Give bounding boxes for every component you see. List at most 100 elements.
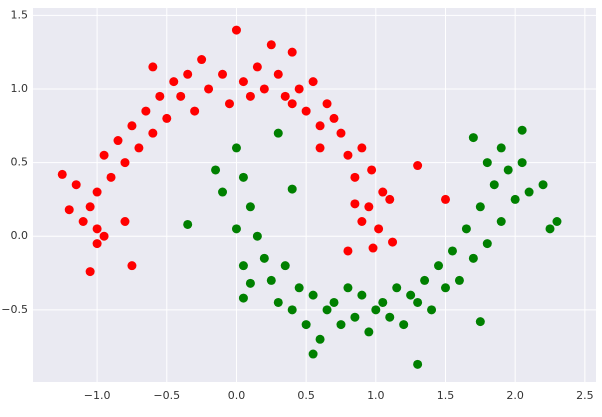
point bbox=[113, 136, 123, 146]
point bbox=[218, 187, 228, 197]
point bbox=[78, 217, 88, 227]
point bbox=[552, 217, 562, 227]
point bbox=[231, 143, 241, 153]
point bbox=[367, 165, 377, 175]
x-tick-label: 0.5 bbox=[297, 389, 315, 402]
point bbox=[301, 106, 311, 116]
point bbox=[64, 205, 74, 215]
point bbox=[440, 194, 450, 204]
point bbox=[99, 150, 109, 160]
point bbox=[315, 143, 325, 153]
point bbox=[371, 305, 381, 315]
point bbox=[92, 187, 102, 197]
x-tick-label: −1.0 bbox=[84, 389, 111, 402]
point bbox=[287, 184, 297, 194]
point bbox=[350, 172, 360, 182]
point bbox=[99, 231, 109, 241]
point bbox=[454, 275, 464, 285]
point bbox=[294, 84, 304, 94]
point bbox=[413, 359, 423, 369]
point bbox=[350, 199, 360, 209]
x-tick-label: 1.5 bbox=[437, 389, 455, 402]
plot-background bbox=[33, 8, 596, 382]
point bbox=[266, 275, 276, 285]
point bbox=[374, 224, 384, 234]
point bbox=[517, 158, 527, 168]
point bbox=[148, 128, 158, 138]
point bbox=[517, 125, 527, 135]
point bbox=[176, 91, 186, 101]
point bbox=[224, 99, 234, 109]
point bbox=[385, 194, 395, 204]
point bbox=[357, 217, 367, 227]
point bbox=[85, 202, 95, 212]
point bbox=[357, 143, 367, 153]
y-tick-label: −0.5 bbox=[1, 303, 28, 316]
point bbox=[427, 305, 437, 315]
point bbox=[238, 172, 248, 182]
point bbox=[336, 128, 346, 138]
point bbox=[329, 113, 339, 123]
point bbox=[287, 47, 297, 57]
point bbox=[238, 77, 248, 87]
point bbox=[468, 133, 478, 143]
y-tick-label: 1.5 bbox=[11, 8, 29, 21]
x-tick-label: 2.0 bbox=[506, 389, 524, 402]
point bbox=[413, 297, 423, 307]
point bbox=[315, 121, 325, 131]
x-tick-label: −0.5 bbox=[153, 389, 180, 402]
point bbox=[245, 91, 255, 101]
point bbox=[106, 172, 116, 182]
point bbox=[524, 187, 534, 197]
point bbox=[496, 143, 506, 153]
point bbox=[406, 290, 416, 300]
point bbox=[183, 69, 193, 79]
point bbox=[538, 180, 548, 190]
point bbox=[378, 297, 388, 307]
point bbox=[329, 297, 339, 307]
point bbox=[190, 106, 200, 116]
point bbox=[231, 224, 241, 234]
point bbox=[294, 283, 304, 293]
point bbox=[252, 62, 262, 72]
point bbox=[148, 62, 158, 72]
point bbox=[503, 165, 513, 175]
point bbox=[468, 253, 478, 263]
point bbox=[162, 113, 172, 123]
x-tick-label: 2.5 bbox=[576, 389, 594, 402]
point bbox=[127, 261, 137, 271]
point bbox=[252, 231, 262, 241]
point bbox=[218, 69, 228, 79]
point bbox=[127, 121, 137, 131]
point bbox=[183, 219, 193, 229]
point bbox=[392, 283, 402, 293]
point bbox=[259, 84, 269, 94]
x-tick-label: 0.0 bbox=[228, 389, 246, 402]
point bbox=[238, 293, 248, 303]
point bbox=[273, 128, 283, 138]
point bbox=[308, 349, 318, 359]
point bbox=[496, 217, 506, 227]
point bbox=[57, 169, 67, 179]
point bbox=[482, 239, 492, 249]
point bbox=[280, 91, 290, 101]
point bbox=[287, 99, 297, 109]
y-tick-label: 1.0 bbox=[11, 82, 29, 95]
point bbox=[280, 261, 290, 271]
point bbox=[322, 99, 332, 109]
point bbox=[92, 224, 102, 234]
point bbox=[169, 77, 179, 87]
point bbox=[259, 253, 269, 263]
point bbox=[545, 224, 555, 234]
point bbox=[141, 106, 151, 116]
point bbox=[245, 202, 255, 212]
y-tick-label: 0.0 bbox=[11, 229, 29, 242]
point bbox=[475, 317, 485, 327]
point bbox=[231, 25, 241, 35]
point bbox=[461, 224, 471, 234]
point bbox=[343, 283, 353, 293]
point bbox=[364, 202, 374, 212]
point bbox=[322, 305, 332, 315]
point bbox=[343, 150, 353, 160]
